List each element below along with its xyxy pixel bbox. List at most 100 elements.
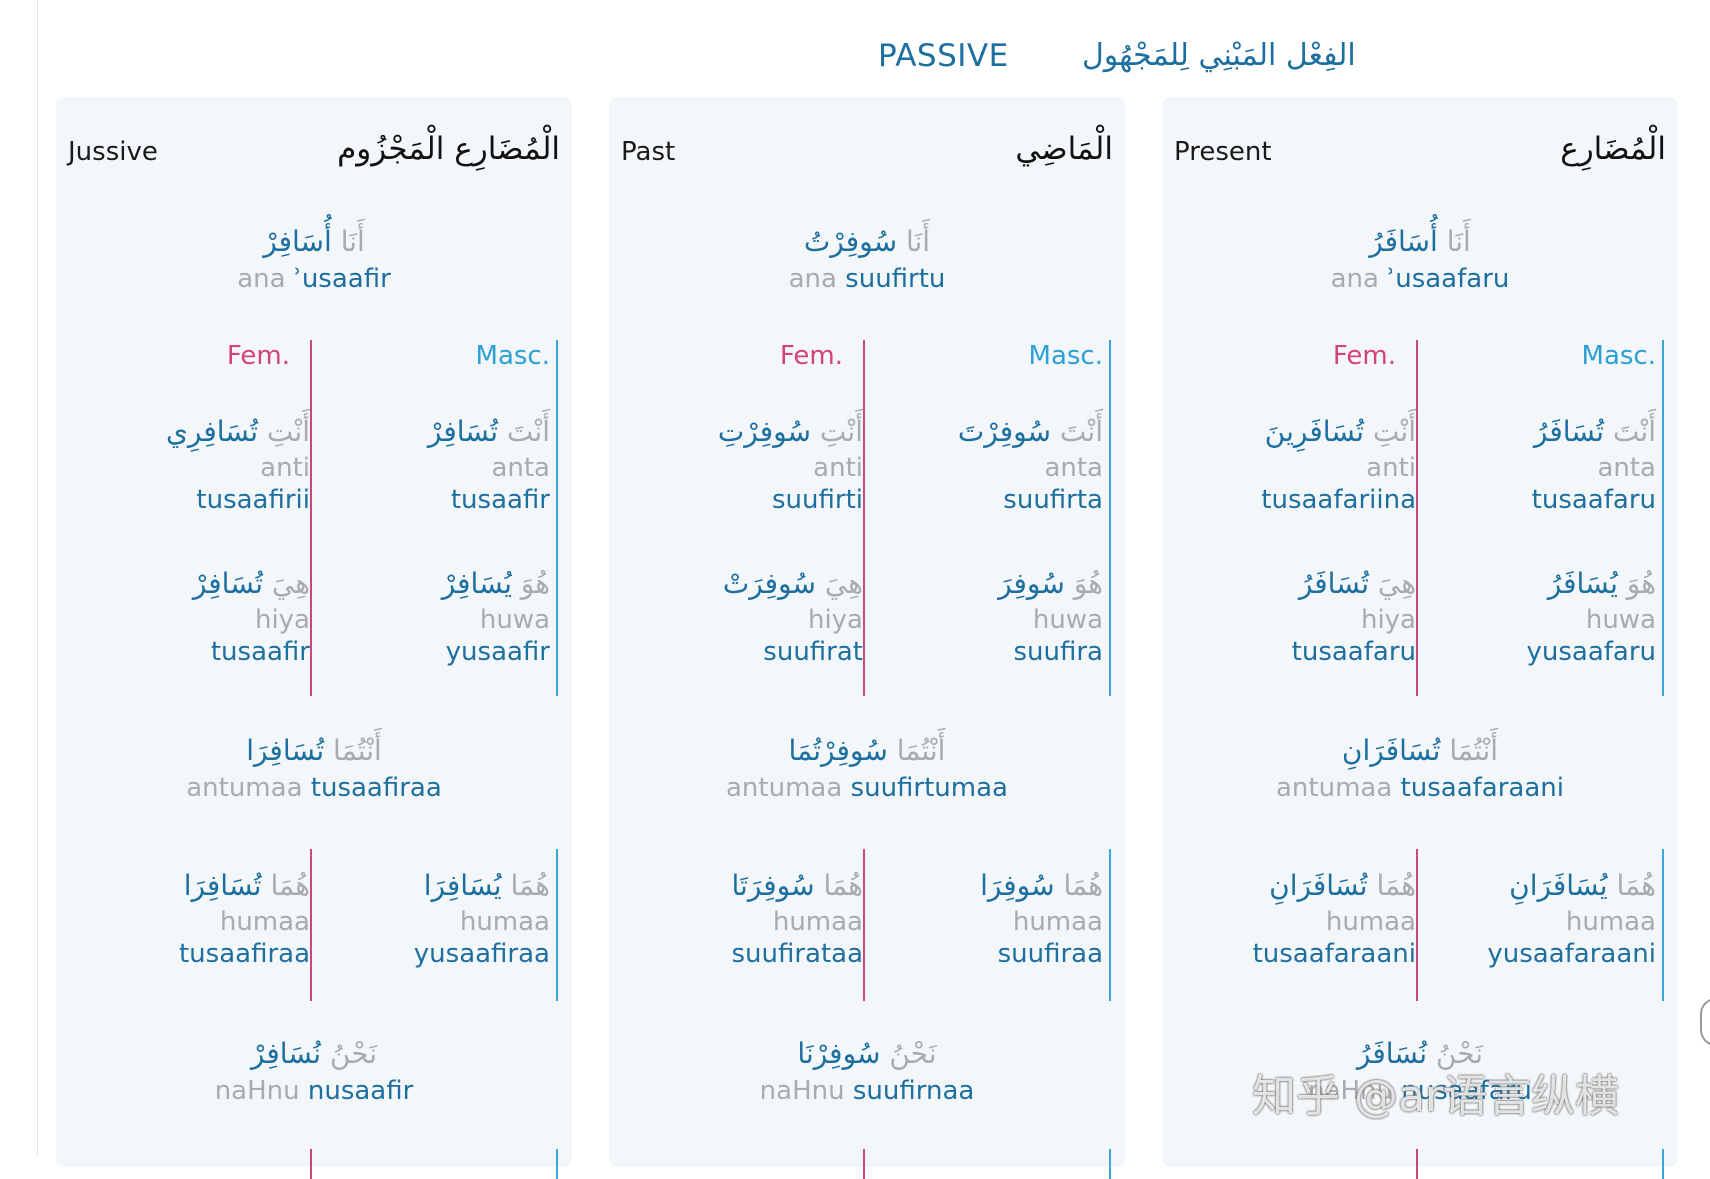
pronoun-arabic: هِيَ: [1377, 567, 1416, 600]
panel-present: Present الْمُضَارِع أَنَا أُسَافَرُ ana ʾus…: [1162, 97, 1678, 1179]
pronoun-arabic: هُمَا: [1616, 869, 1656, 902]
row-ana: أَنَا أُسَافِرْ ana ʾusaafir: [56, 225, 572, 294]
verb-translit: ʾusaafir: [293, 264, 391, 294]
pronoun-translit: antumaa: [186, 773, 303, 803]
pronoun-translit: humaa: [219, 907, 310, 937]
verb-arabic: نُسَافِرْ: [250, 1037, 322, 1070]
pronoun-translit: ana: [1330, 264, 1379, 294]
pronoun-translit: anti: [260, 453, 310, 483]
masc-label: Masc.: [1581, 341, 1656, 371]
pronoun-arabic: هُوَ: [520, 567, 550, 600]
passive-title-arabic: الفِعْل المَبْنِي لِلمَجْهُول: [1082, 38, 1356, 73]
verb-arabic: تُسَافِرْ: [192, 567, 263, 600]
pronoun-translit: hiya: [254, 605, 310, 635]
verb-translit: ʾusaafaru: [1387, 264, 1510, 294]
fem-label: Fem.: [779, 341, 843, 371]
pronoun-arabic: أَنْتُمَا: [1449, 734, 1499, 767]
row-anti: أَنْتِ تُسَافِرِي anti tusaafirii: [70, 415, 310, 516]
verb-translit: suufira: [1013, 637, 1103, 667]
verb-arabic: تُسَافَرُ: [1298, 567, 1369, 600]
verb-translit: suufirnaa: [852, 1076, 975, 1106]
pronoun-translit: naHnu: [759, 1076, 845, 1106]
row-antumaa: أَنْتُمَا تُسَافَرَانِ antumaa tusaafaraa…: [1162, 734, 1678, 803]
pronoun-arabic: هُمَا: [823, 869, 863, 902]
pronoun-translit: humaa: [1565, 907, 1656, 937]
passive-title: PASSIVE: [878, 38, 1009, 74]
verb-translit: tusaafaru: [1531, 485, 1656, 515]
verb-arabic: يُسَافَرَانِ: [1509, 869, 1608, 902]
pronoun-translit: huwa: [1032, 605, 1103, 635]
verb-arabic: تُسَافَرُ: [1533, 415, 1605, 448]
verb-arabic: سُوفِرَا: [980, 869, 1055, 902]
verb-translit: yusaafiraa: [413, 939, 550, 969]
verb-translit: suufirtu: [845, 264, 946, 294]
pronoun-translit: anta: [491, 453, 550, 483]
verb-translit: suufirataa: [731, 939, 863, 969]
pronoun-arabic: نَحْنُ: [329, 1037, 378, 1070]
verb-translit: nusaafir: [307, 1076, 414, 1106]
panel-title-arabic: الْمُضَارِع الْمَجْزُوم: [337, 131, 560, 167]
verb-translit: suufirta: [1003, 485, 1103, 515]
fem-label: Fem.: [226, 341, 290, 371]
row-anti: أَنْتِ سُوفِرْتِ anti suufirti: [623, 415, 863, 516]
row-huwa: هُوَ يُسَافَرُ huwa yusaafaru: [1422, 567, 1656, 668]
pronoun-arabic: أَنْتِ: [1372, 415, 1416, 448]
masc-divider: [1109, 1149, 1111, 1179]
pronoun-arabic: هُوَ: [1073, 567, 1103, 600]
verb-translit: tusaafaraani: [1252, 939, 1416, 969]
pronoun-translit: humaa: [459, 907, 550, 937]
pronoun-arabic: أَنْتِ: [819, 415, 863, 448]
fem-divider: [310, 849, 312, 1001]
masc-divider: [1662, 340, 1664, 696]
row-huwa: هُوَ يُسَافِرْ huwa yusaafir: [316, 567, 550, 668]
panel-title-arabic: الْمُضَارِع: [1560, 131, 1666, 167]
row-humaa-fem: هُمَا تُسَافِرَا humaa tusaafiraa: [70, 869, 310, 970]
verb-translit: tusaafiraa: [310, 773, 442, 803]
verb-arabic: سُوفِرْتِ: [717, 415, 812, 448]
verb-arabic: يُسَافِرَا: [423, 869, 502, 902]
pronoun-translit: hiya: [1360, 605, 1416, 635]
pronoun-translit: anta: [1044, 453, 1103, 483]
fem-divider: [1416, 849, 1418, 1001]
pronoun-arabic: أَنْتَ: [1059, 415, 1103, 448]
fem-divider: [863, 340, 865, 696]
row-antumaa: أَنْتُمَا سُوفِرْتُمَا antumaa suufirtuma…: [609, 734, 1125, 803]
verb-translit: yusaafir: [445, 637, 550, 667]
verb-arabic: نُسَافَرُ: [1356, 1037, 1428, 1070]
pronoun-translit: huwa: [1585, 605, 1656, 635]
verb-translit: tusaafir: [450, 485, 550, 515]
scroll-handle[interactable]: [1700, 998, 1710, 1046]
masc-divider: [1109, 340, 1111, 696]
masc-divider: [556, 1149, 558, 1179]
pronoun-translit: naHnu: [1308, 1076, 1394, 1106]
fem-divider: [1416, 340, 1418, 696]
verb-translit: tusaafir: [210, 637, 310, 667]
pronoun-arabic: أَنْتِ: [266, 415, 310, 448]
verb-translit: tusaafariina: [1261, 485, 1416, 515]
verb-translit: suufirat: [763, 637, 863, 667]
verb-arabic: يُسَافَرُ: [1547, 567, 1618, 600]
pronoun-arabic: هِيَ: [824, 567, 863, 600]
verb-arabic: تُسَافِرِي: [165, 415, 259, 448]
verb-arabic: تُسَافَرَانِ: [1341, 734, 1441, 767]
pronoun-translit: humaa: [1012, 907, 1103, 937]
masc-divider: [556, 340, 558, 696]
row-anti: أَنْتِ تُسَافَرِينَ anti tusaafariina: [1176, 415, 1416, 516]
pronoun-arabic: أَنْتُمَا: [896, 734, 946, 767]
pronoun-arabic: هُمَا: [510, 869, 550, 902]
masc-divider: [1109, 849, 1111, 1001]
row-antumaa: أَنْتُمَا تُسَافِرَا antumaa tusaafiraa: [56, 734, 572, 803]
pronoun-arabic: أَنْتَ: [506, 415, 550, 448]
verb-arabic: تُسَافِرَا: [246, 734, 325, 767]
verb-arabic: أُسَافِرْ: [263, 225, 332, 258]
panel-title: Past: [621, 137, 676, 167]
row-anta: أَنْتَ تُسَافِرْ anta tusaafir: [316, 415, 550, 516]
verb-arabic: تُسَافَرَانِ: [1269, 869, 1368, 902]
pronoun-arabic: هُمَا: [1063, 869, 1103, 902]
verb-arabic: سُوفِرْنَا: [797, 1037, 881, 1070]
panel-jussive: Jussive الْمُضَارِع الْمَجْزُوم أَنَا أُسَ…: [56, 97, 572, 1179]
fem-divider: [1416, 1149, 1418, 1179]
masc-label: Masc.: [1028, 341, 1103, 371]
pronoun-arabic: أَنَا: [340, 225, 365, 258]
fem-label: Fem.: [1332, 341, 1396, 371]
